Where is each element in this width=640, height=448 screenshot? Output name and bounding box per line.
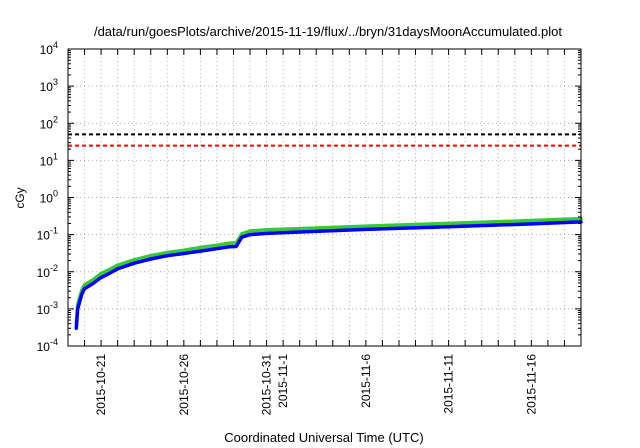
x-tick-label: 2015-11-16 [524, 354, 538, 415]
y-tick-exponent: -4 [50, 337, 58, 347]
x-tick-label: 2015-11-11 [442, 354, 456, 414]
y-tick-label: 10-3 [37, 300, 58, 317]
y-tick-exponent: 1 [53, 151, 58, 161]
y-tick-base: 10 [37, 266, 51, 280]
y-tick-label: 103 [40, 77, 58, 94]
y-tick-base: 10 [37, 303, 51, 317]
y-tick-base: 10 [40, 192, 54, 206]
y-tick-base: 10 [40, 80, 54, 94]
x-tick-label: 2015-10-21 [94, 354, 108, 416]
y-tick-exponent: 3 [53, 77, 58, 87]
y-tick-exponent: -3 [50, 300, 58, 310]
y-tick-label: 10-2 [37, 263, 58, 280]
x-axis-label: Coordinated Universal Time (UTC) [224, 430, 423, 445]
y-tick-exponent: -1 [50, 226, 58, 236]
y-tick-label: 100 [40, 189, 58, 206]
y-tick-label: 104 [40, 40, 58, 57]
series-line-1 [74, 216, 583, 326]
y-tick-exponent: 2 [53, 114, 58, 124]
y-tick-base: 10 [37, 229, 51, 243]
y-tick-label: 102 [40, 114, 58, 131]
y-tick-exponent: 0 [53, 189, 58, 199]
y-tick-exponent: 4 [53, 40, 58, 50]
y-tick-base: 10 [37, 340, 51, 354]
x-axis: 2015-10-21 2015-10-26 2015-10-31 2015-11-1 2… [84, 49, 565, 416]
reference-lines [68, 133, 581, 147]
y-tick-label: 10-1 [37, 226, 58, 243]
series-line-2 [74, 220, 583, 331]
x-tick-label: 2015-11-6 [359, 354, 373, 408]
y-tick-base: 10 [40, 43, 54, 57]
x-tick-label: 2015-11-1 [276, 354, 290, 408]
chart-title: /data/run/goesPlots/archive/2015-11-19/f… [94, 24, 562, 39]
y-tick-base: 10 [40, 154, 54, 168]
y-tick-base: 10 [40, 117, 54, 131]
series-group [74, 216, 583, 331]
x-tick-label: 2015-10-26 [177, 354, 191, 416]
y-axis-label: cGy [13, 187, 27, 208]
x-tick-label: 2015-10-31 [260, 354, 274, 416]
grid [68, 49, 581, 346]
y-tick-exponent: -2 [50, 263, 58, 273]
y-tick-label: 101 [40, 151, 58, 168]
y-tick-label: 10-4 [37, 337, 58, 354]
